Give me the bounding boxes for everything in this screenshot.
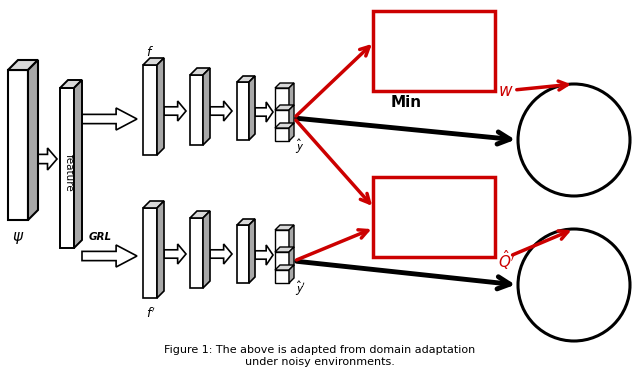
Polygon shape bbox=[164, 101, 186, 121]
Polygon shape bbox=[275, 123, 294, 128]
Polygon shape bbox=[275, 88, 289, 110]
Polygon shape bbox=[275, 83, 294, 88]
FancyBboxPatch shape bbox=[373, 177, 495, 257]
FancyBboxPatch shape bbox=[373, 11, 495, 91]
Polygon shape bbox=[289, 247, 294, 270]
Polygon shape bbox=[82, 245, 137, 267]
Polygon shape bbox=[143, 65, 157, 155]
Text: PMD: PMD bbox=[556, 264, 592, 278]
Text: $f$: $f$ bbox=[146, 45, 154, 59]
Circle shape bbox=[518, 229, 630, 341]
Polygon shape bbox=[289, 83, 294, 110]
Polygon shape bbox=[275, 230, 289, 252]
Text: $w$: $w$ bbox=[498, 82, 514, 100]
Text: Figure 1: The above is adapted from domain adaptation
under noisy environments.: Figure 1: The above is adapted from doma… bbox=[164, 345, 476, 366]
Polygon shape bbox=[237, 76, 255, 82]
Polygon shape bbox=[275, 110, 289, 128]
Polygon shape bbox=[60, 88, 74, 248]
Polygon shape bbox=[237, 82, 249, 140]
Polygon shape bbox=[60, 80, 82, 88]
Text: $\hat{Q}'$: $\hat{Q}'$ bbox=[498, 248, 515, 272]
Text: $\varepsilon_w(\psi(\hat{Q}_n))$: $\varepsilon_w(\psi(\hat{Q}_n))$ bbox=[548, 153, 600, 171]
Polygon shape bbox=[28, 60, 38, 220]
Polygon shape bbox=[210, 244, 232, 264]
Polygon shape bbox=[203, 211, 210, 288]
Polygon shape bbox=[289, 105, 294, 128]
Polygon shape bbox=[255, 102, 273, 122]
Text: $\hat{\mathcal{y}}$: $\hat{\mathcal{y}}$ bbox=[295, 138, 304, 156]
Polygon shape bbox=[190, 68, 210, 75]
Text: Max: Max bbox=[388, 238, 424, 253]
Text: feature: feature bbox=[64, 154, 74, 192]
Polygon shape bbox=[249, 76, 255, 140]
Polygon shape bbox=[82, 108, 137, 130]
Polygon shape bbox=[143, 58, 164, 65]
Polygon shape bbox=[143, 201, 164, 208]
Polygon shape bbox=[275, 128, 289, 141]
Circle shape bbox=[518, 84, 630, 196]
Polygon shape bbox=[210, 101, 232, 121]
Polygon shape bbox=[143, 208, 157, 298]
Polygon shape bbox=[275, 105, 294, 110]
Polygon shape bbox=[289, 225, 294, 252]
Polygon shape bbox=[164, 244, 186, 264]
Polygon shape bbox=[255, 245, 273, 265]
Polygon shape bbox=[157, 201, 164, 298]
Polygon shape bbox=[190, 75, 203, 145]
Text: source: source bbox=[548, 119, 600, 133]
Text: GRL: GRL bbox=[88, 232, 111, 242]
Polygon shape bbox=[8, 70, 28, 220]
Polygon shape bbox=[275, 265, 294, 270]
Text: search: search bbox=[409, 230, 459, 243]
Polygon shape bbox=[275, 225, 294, 230]
Text: $d_\lambda^\rho(\psi(\hat{Q}_n),\psi(\hat{P}))$: $d_\lambda^\rho(\psi(\hat{Q}_n),\psi(\ha… bbox=[536, 284, 612, 303]
Polygon shape bbox=[32, 148, 57, 170]
Polygon shape bbox=[237, 225, 249, 283]
Text: $\hat{\mathcal{y}}'$: $\hat{\mathcal{y}}'$ bbox=[295, 280, 306, 298]
Text: distribution: distribution bbox=[390, 212, 478, 225]
Polygon shape bbox=[275, 252, 289, 270]
Polygon shape bbox=[249, 219, 255, 283]
Text: offline: offline bbox=[410, 30, 458, 43]
Text: proxy: proxy bbox=[413, 196, 455, 209]
Text: risk: risk bbox=[559, 137, 588, 151]
Polygon shape bbox=[157, 58, 164, 155]
Text: curriculum: curriculum bbox=[394, 46, 474, 59]
Polygon shape bbox=[8, 60, 38, 70]
Text: learning: learning bbox=[403, 64, 465, 77]
Polygon shape bbox=[203, 68, 210, 145]
Text: $f'$: $f'$ bbox=[146, 306, 156, 320]
Polygon shape bbox=[237, 219, 255, 225]
Text: Min: Min bbox=[390, 95, 422, 110]
Text: $\psi$: $\psi$ bbox=[12, 230, 24, 246]
Polygon shape bbox=[74, 80, 82, 248]
Polygon shape bbox=[275, 270, 289, 283]
Polygon shape bbox=[190, 218, 203, 288]
Polygon shape bbox=[190, 211, 210, 218]
Polygon shape bbox=[289, 123, 294, 141]
Polygon shape bbox=[275, 247, 294, 252]
Polygon shape bbox=[289, 265, 294, 283]
